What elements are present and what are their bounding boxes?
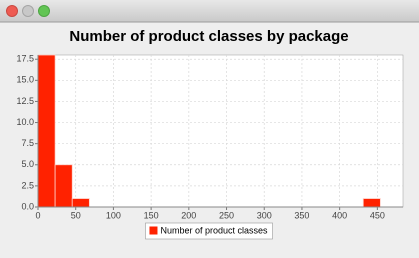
minimize-button[interactable] xyxy=(22,5,34,17)
x-tick-label: 250 xyxy=(219,210,234,220)
y-tick-label: 0.0 xyxy=(21,201,34,211)
x-tick-label: 400 xyxy=(332,210,347,220)
legend-box xyxy=(145,222,273,240)
y-tick-label: 12.5 xyxy=(16,96,34,106)
title-bar xyxy=(0,0,419,22)
x-tick-label: 300 xyxy=(257,210,272,220)
bar xyxy=(37,54,56,208)
chart-title: Number of product classes by package xyxy=(69,28,348,45)
y-tick-label: 5.0 xyxy=(21,159,34,169)
plot-area xyxy=(37,54,404,208)
close-button[interactable] xyxy=(6,5,18,17)
y-tick-label: 2.5 xyxy=(21,180,34,190)
zoom-button[interactable] xyxy=(38,5,50,17)
bar xyxy=(71,198,90,208)
bar xyxy=(54,164,73,208)
x-tick-label: 200 xyxy=(181,210,196,220)
x-tick-label: 150 xyxy=(144,210,159,220)
bar xyxy=(362,198,381,208)
y-tick-label: 7.5 xyxy=(21,138,34,148)
legend-label: Number of product classes xyxy=(160,225,268,235)
legend-swatch xyxy=(149,226,158,235)
x-tick-label: 450 xyxy=(370,210,385,220)
x-tick-label: 350 xyxy=(294,210,309,220)
x-tick-label: 100 xyxy=(106,210,121,220)
y-tick-label: 10.0 xyxy=(16,117,34,127)
y-tick-label: 17.5 xyxy=(16,54,34,64)
x-tick-label: 0 xyxy=(35,210,40,220)
y-tick-label: 15.0 xyxy=(16,75,34,85)
x-tick-label: 50 xyxy=(71,210,81,220)
